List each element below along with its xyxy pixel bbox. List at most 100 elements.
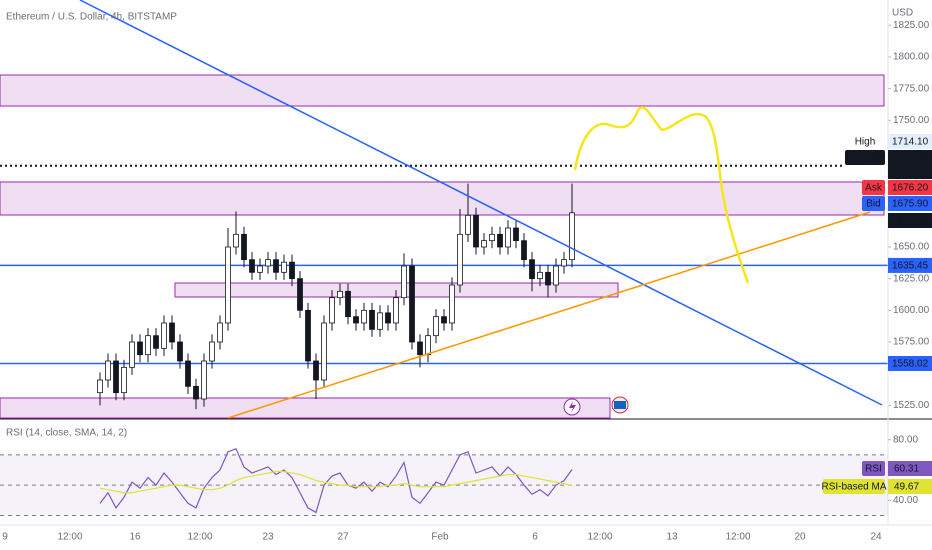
badge-bg [888, 213, 932, 228]
candle-body [449, 284, 455, 324]
price-badges: 1825.00 1800.00 1775.00 1750.00 1650.00 1625.… [844, 20, 932, 411]
candle-body [561, 259, 567, 267]
x-tick-label: 20 [794, 532, 806, 543]
candle-body [385, 312, 391, 324]
badge-label: High [855, 137, 876, 148]
candle-body [465, 214, 471, 235]
badge-value: 52:15 [892, 167, 917, 178]
badge-label-bg [823, 479, 885, 494]
candle-body [553, 265, 559, 286]
x-tick-label: 13 [666, 532, 678, 543]
candles [97, 183, 575, 410]
candle-body [225, 246, 231, 324]
badge-bg [888, 180, 932, 195]
badge-value: 1635.45 [892, 261, 929, 272]
x-tick-label: 12:00 [187, 532, 212, 543]
candle-body [265, 259, 271, 267]
x-tick-label: 27 [337, 532, 349, 543]
candle-body [97, 379, 103, 394]
candle-body [337, 290, 343, 299]
y-tick-label: 80.00 [893, 434, 918, 445]
candle-body [361, 309, 367, 324]
rsi-line [99, 448, 573, 514]
rsi-pane: 80.00 40.00 RSI 60.31 RSI-based MA 49.67 [0, 434, 932, 516]
y-tick-label: 40.00 [893, 495, 918, 506]
y-tick-label: 1825.00 [893, 20, 930, 31]
candle-body [345, 290, 351, 318]
candle-body [521, 240, 527, 261]
candle-body [185, 360, 191, 387]
candle-body [249, 259, 255, 273]
x-tick-label: 9 [2, 532, 8, 543]
candle-body [321, 322, 327, 381]
candle-body [177, 341, 183, 362]
candle-body [305, 309, 311, 362]
x-tick-label: 23 [262, 532, 274, 543]
drawings [79, 0, 883, 419]
candle-body [473, 214, 479, 248]
zones [0, 74, 885, 419]
badge-label-bg [862, 180, 885, 195]
x-tick-label: 12:00 [725, 532, 750, 543]
y-tick-label: 1625.00 [893, 273, 930, 284]
candle-body [393, 297, 399, 324]
y-tick-label: 1800.00 [893, 52, 930, 63]
badge-label: Bid [866, 199, 880, 210]
badge-bg [888, 150, 932, 165]
candle-body [505, 227, 511, 248]
candle-body [313, 360, 319, 381]
candle-body [217, 322, 223, 343]
candle-body [433, 316, 439, 337]
candle-body [105, 360, 111, 381]
candle-body [121, 366, 127, 394]
candle-body [329, 297, 335, 324]
rsi-line [99, 470, 573, 494]
candle-body [289, 261, 295, 280]
indicator-title: RSI (14, close, SMA, 14, 2) [6, 428, 127, 439]
currency: USD [892, 8, 913, 19]
candle-body [545, 271, 551, 286]
trendline [227, 211, 871, 419]
badge-value: 1558.02 [892, 359, 929, 370]
candle-body [241, 233, 247, 261]
x-tick-label: Feb [431, 532, 449, 543]
candle-body [417, 341, 423, 356]
badge-bg [888, 257, 932, 273]
badge-bg [888, 134, 932, 149]
badge-value: 60.31 [894, 464, 919, 475]
badge-bg [888, 479, 932, 494]
lightning-icon [569, 401, 576, 413]
candle-body [425, 335, 431, 356]
zone [0, 74, 885, 107]
legend-label: RSI-based MA [821, 482, 886, 493]
y-tick-label: 1775.00 [893, 83, 930, 94]
x-tick-label: 16 [129, 532, 141, 543]
candle-body [233, 233, 239, 248]
badge-label: Ask [865, 183, 883, 194]
candle-body [529, 259, 535, 280]
badge-bg [888, 356, 932, 372]
badge-label-bg [862, 196, 885, 211]
badge-bg [888, 164, 932, 179]
candle-body [569, 212, 575, 261]
y-tick-label: 1750.00 [893, 115, 930, 126]
badge-label-bg [845, 134, 885, 149]
candle-body [281, 261, 287, 273]
candle-body [201, 360, 207, 400]
candle-body [113, 360, 119, 394]
y-tick-label: 1600.00 [893, 305, 930, 316]
candle-body [481, 240, 487, 248]
candle-body [377, 312, 383, 330]
y-tick-label: 1650.00 [893, 242, 930, 253]
candle-body [193, 385, 199, 400]
flag [614, 401, 626, 409]
candle-body [153, 335, 159, 349]
candle-body [209, 341, 215, 362]
candle-body [169, 322, 175, 343]
candle-body [129, 341, 135, 368]
badge-label-bg [845, 150, 885, 165]
y-tick-label: 1525.00 [893, 400, 930, 411]
candle-body [145, 335, 151, 356]
